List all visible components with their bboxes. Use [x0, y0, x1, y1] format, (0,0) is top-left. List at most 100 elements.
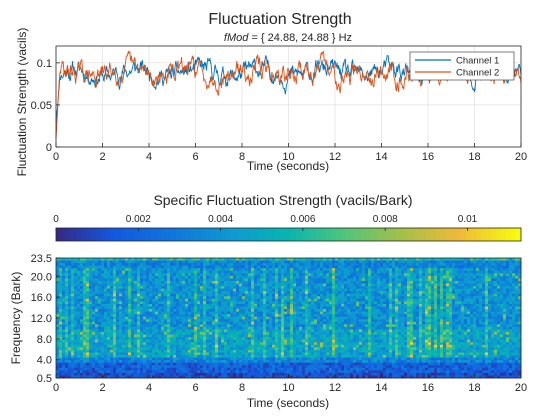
heatmap-cell	[257, 265, 261, 269]
heatmap-cell	[404, 288, 408, 292]
heatmap-cell	[398, 316, 402, 320]
heatmap-cell	[74, 268, 78, 272]
heatmap-cell	[146, 326, 150, 330]
heatmap-cell	[467, 319, 471, 323]
heatmap-cell	[431, 332, 435, 335]
heatmap-cell	[122, 321, 126, 325]
heatmap-cell	[320, 306, 324, 310]
heatmap-cell	[206, 303, 210, 307]
heatmap-cell	[485, 303, 489, 307]
colorbar-segment	[466, 228, 472, 241]
heatmap-cell	[389, 270, 393, 274]
heatmap-cell	[419, 303, 423, 307]
heatmap-cell	[512, 263, 516, 267]
heatmap-cell	[443, 332, 447, 335]
heatmap-cell	[113, 332, 117, 335]
heatmap-cell	[122, 326, 126, 330]
heatmap-cell	[80, 288, 84, 292]
heatmap-cell	[464, 273, 468, 277]
heatmap-cell	[92, 324, 96, 328]
heatmap-cell	[224, 314, 228, 318]
heatmap-cell	[338, 263, 342, 267]
heatmap-cell	[344, 296, 348, 300]
heatmap-cell	[182, 268, 186, 272]
heatmap-cell	[398, 301, 402, 305]
heatmap-cell	[113, 268, 117, 272]
heatmap-cell	[410, 265, 414, 269]
heatmap-cell	[344, 293, 348, 297]
heatmap-cell	[344, 275, 348, 279]
heatmap-cell	[410, 273, 414, 277]
heatmap-cell	[233, 314, 237, 318]
heatmap-cell	[203, 291, 207, 295]
heatmap-cell	[101, 314, 105, 318]
colorbar-segment	[151, 228, 157, 241]
heatmap-cell	[440, 293, 444, 297]
heatmap-cell	[161, 311, 165, 315]
heatmap-cell	[377, 270, 381, 274]
heatmap-cell	[368, 326, 372, 330]
heatmap-cell	[215, 334, 219, 338]
heatmap-cell	[311, 296, 315, 300]
heatmap-cell	[77, 263, 81, 267]
heatmap-cell	[128, 270, 132, 274]
heatmap-cell	[149, 309, 153, 313]
heatmap-cell	[74, 298, 78, 302]
heatmap-cell	[110, 268, 114, 272]
heatmap-cell	[161, 291, 165, 295]
heatmap-cell	[329, 288, 333, 292]
heatmap-cell	[239, 280, 243, 284]
heatmap-cell	[227, 263, 231, 267]
heatmap-cell	[338, 314, 342, 318]
heatmap-cell	[482, 321, 486, 325]
heatmap-cell	[221, 273, 225, 277]
heatmap-cell	[257, 326, 261, 330]
heatmap-cell	[482, 311, 486, 315]
heatmap-cell	[443, 301, 447, 305]
heatmap-cell	[98, 270, 102, 274]
heatmap-cell	[212, 301, 216, 305]
heatmap-cell	[404, 306, 408, 310]
heatmap-cell	[65, 258, 69, 261]
heatmap-cell	[140, 265, 144, 269]
heatmap-cell	[125, 326, 129, 330]
heatmap-cell	[380, 321, 384, 325]
heatmap-cell	[245, 321, 249, 325]
heatmap-cell	[152, 265, 156, 269]
heatmap-cell	[392, 298, 396, 302]
heatmap-cell	[515, 316, 519, 320]
heatmap-cell	[83, 314, 87, 318]
heatmap-cell	[359, 316, 363, 320]
colorbar-segment	[291, 228, 297, 241]
heatmap-cell	[107, 291, 111, 295]
heatmap-cell	[509, 273, 513, 277]
heatmap-cell	[170, 319, 174, 323]
heatmap-cell	[392, 326, 396, 330]
colorbar-segment	[441, 228, 447, 241]
heatmap-cell	[65, 286, 69, 290]
heatmap-cell	[128, 283, 132, 287]
heatmap-cell	[137, 298, 141, 302]
heatmap-cell	[167, 326, 171, 330]
heatmap-cell	[173, 286, 177, 290]
heatmap-cell	[107, 311, 111, 315]
heatmap-cell	[407, 293, 411, 297]
heatmap-cell	[389, 288, 393, 292]
heatmap-cell	[437, 280, 441, 284]
heatmap-cell	[146, 278, 150, 282]
heatmap-cell	[344, 303, 348, 307]
heatmap-cell	[170, 273, 174, 277]
heatmap-cell	[185, 316, 189, 320]
heatmap-cell	[350, 280, 354, 284]
heatmap-cell	[296, 303, 300, 307]
heatmap-cell	[437, 311, 441, 315]
heatmap-cell	[230, 283, 234, 287]
heatmap-cell	[371, 301, 375, 305]
heatmap-cell	[86, 314, 90, 318]
heatmap-cell	[143, 286, 147, 290]
heatmap-cell	[167, 334, 171, 338]
heatmap-cell	[479, 298, 483, 302]
heatmap-cell	[173, 260, 177, 264]
heatmap-cell	[59, 334, 63, 338]
heatmap-cell	[452, 298, 456, 302]
